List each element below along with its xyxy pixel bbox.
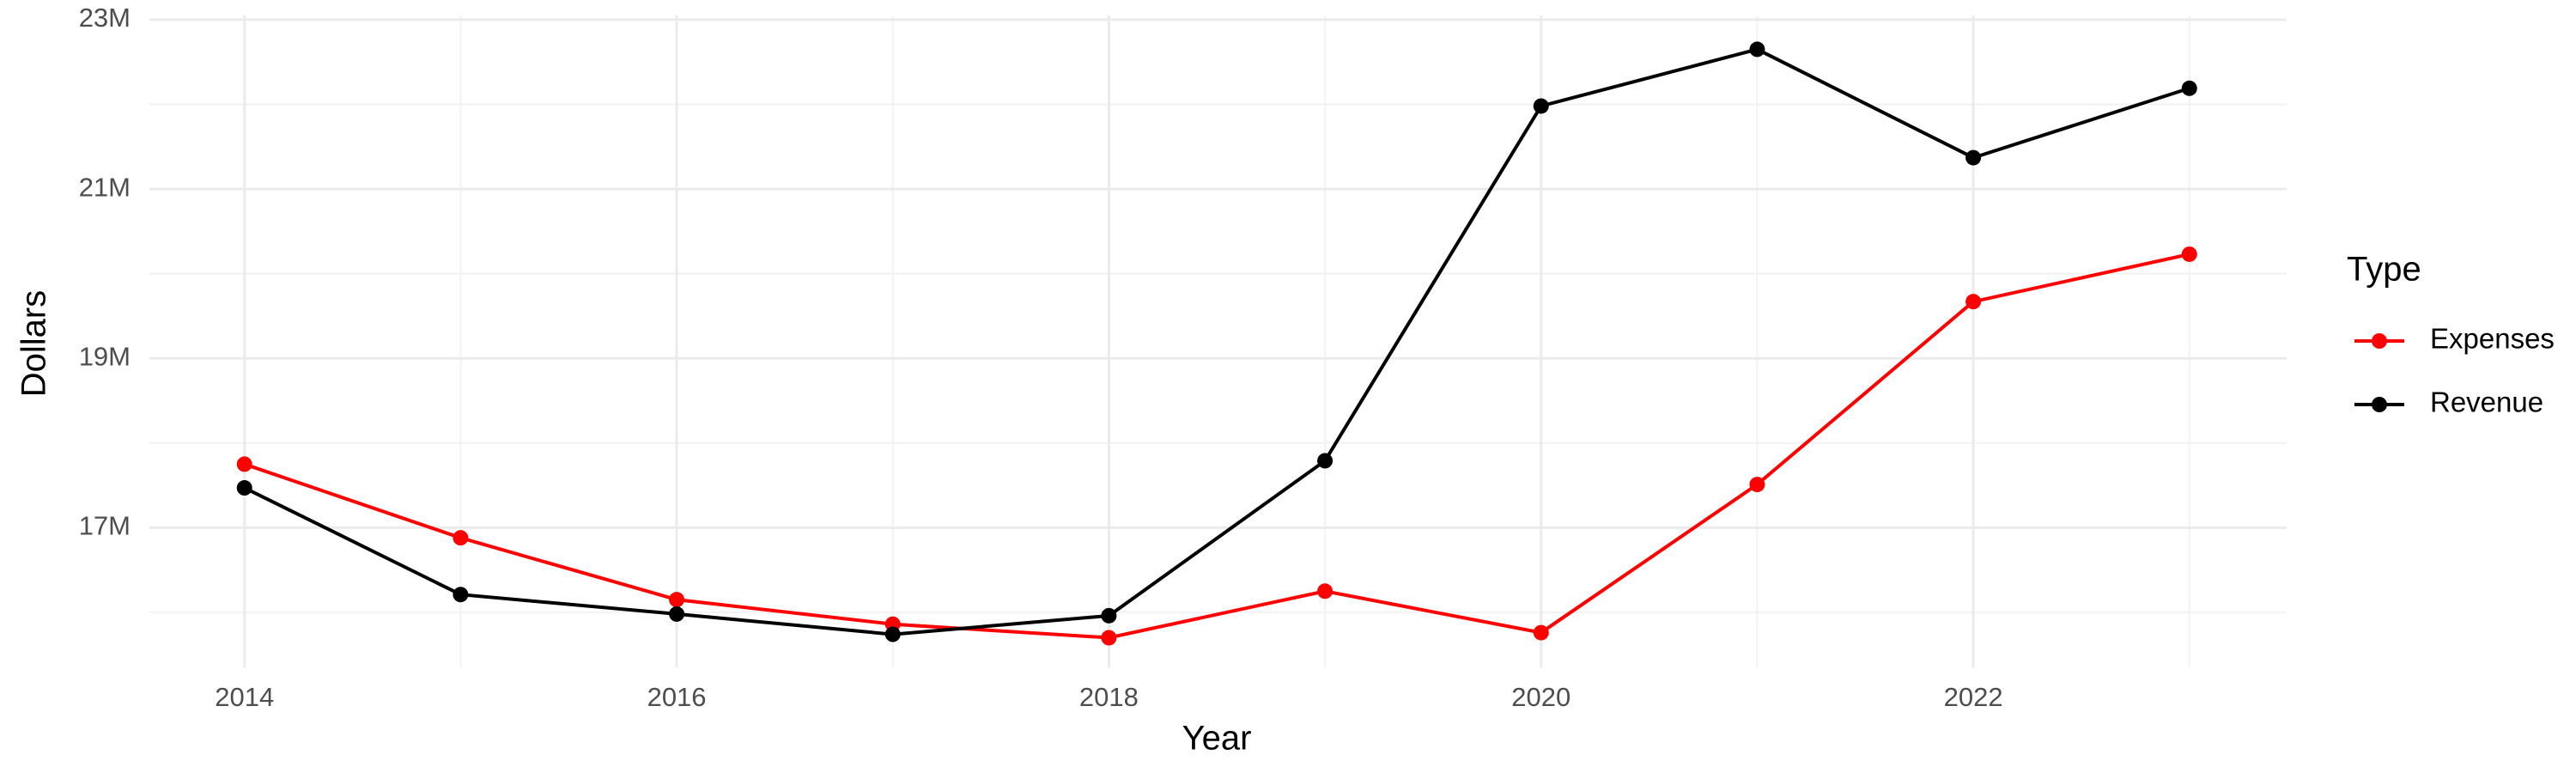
y-tick-label: 19M	[79, 341, 131, 371]
data-point	[1317, 453, 1334, 469]
series-line	[243, 47, 2190, 636]
legend-label: Expenses	[2430, 323, 2555, 355]
data-point	[1749, 477, 1765, 493]
x-axis-title: Year	[1182, 720, 1252, 758]
x-tick-label: 2020	[1511, 682, 1571, 712]
data-point	[453, 530, 469, 546]
data-point	[1101, 607, 1117, 624]
y-tick-label: 23M	[79, 3, 131, 33]
data-point	[1965, 149, 1982, 166]
data-point	[1101, 630, 1117, 646]
data-point	[2181, 246, 2197, 262]
legend-key-point	[2372, 397, 2387, 412]
x-tick-label: 2022	[1944, 682, 2003, 712]
data-point	[1533, 624, 1549, 641]
data-point	[669, 606, 685, 622]
x-tick-label: 2014	[215, 682, 274, 712]
data-point	[1317, 583, 1334, 600]
x-tick-label: 2016	[647, 682, 707, 712]
x-tick-label: 2018	[1079, 682, 1139, 712]
data-point	[669, 592, 685, 608]
data-point	[453, 587, 469, 603]
legend-key-point	[2372, 333, 2387, 349]
data-point	[2181, 80, 2197, 96]
y-tick-label: 17M	[79, 511, 131, 541]
data-point	[1749, 41, 1765, 58]
y-tick-label: 21M	[79, 172, 131, 202]
data-point	[1533, 98, 1549, 114]
series-line	[244, 253, 2190, 640]
legend-label: Revenue	[2430, 386, 2543, 418]
y-axis-title: Dollars	[15, 290, 53, 397]
data-point	[884, 626, 901, 642]
data-point	[1965, 294, 1982, 310]
data-point	[236, 480, 252, 496]
legend-title: Type	[2347, 251, 2421, 289]
data-point	[236, 456, 252, 472]
